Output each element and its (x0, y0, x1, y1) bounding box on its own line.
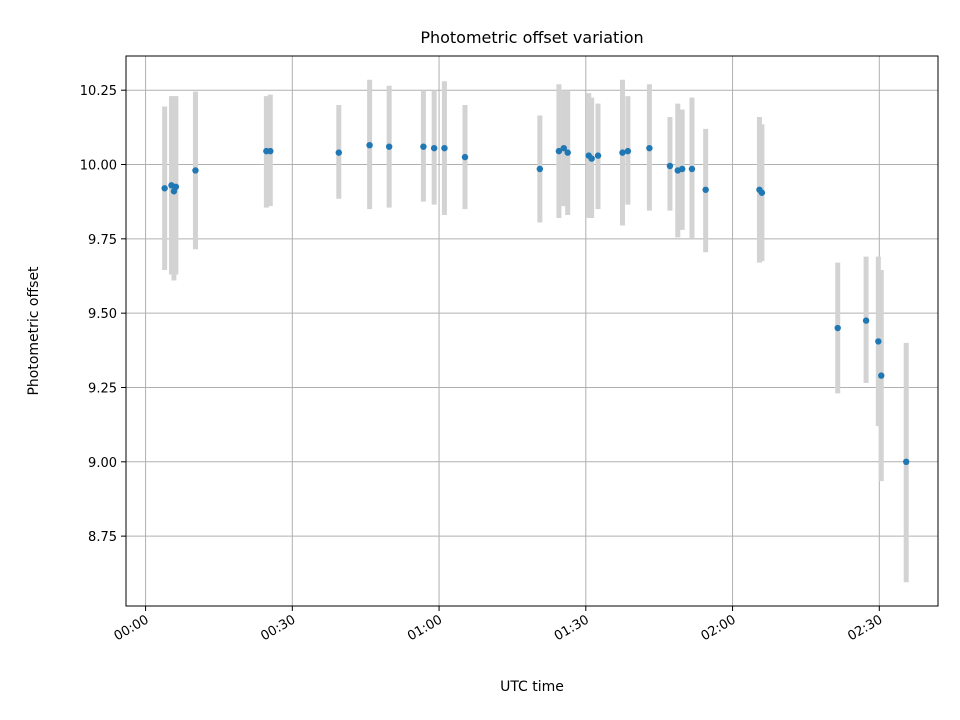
data-point (564, 149, 571, 156)
data-point (702, 186, 709, 193)
y-tick-label: 9.75 (88, 233, 117, 248)
y-tick-label: 8.75 (88, 530, 117, 545)
data-point (441, 144, 448, 152)
data-point (172, 183, 180, 191)
data-point (335, 149, 342, 156)
data-point (366, 141, 373, 149)
data-point (560, 144, 567, 152)
data-point (758, 189, 766, 196)
chart-title: Photometric offset variation (420, 28, 643, 47)
data-point (646, 144, 653, 152)
y-tick-label: 10.25 (80, 84, 117, 99)
data-point (461, 153, 469, 161)
y-tick-label: 9.00 (88, 456, 117, 471)
data-point (624, 147, 632, 155)
y-axis-ticks: 8.75 9.00 9.25 9.50 9.75 10.00 10.25 (80, 84, 126, 545)
y-tick-label: 9.25 (88, 381, 117, 396)
data-point (588, 155, 595, 162)
data-point (385, 143, 393, 150)
y-axis-label: Photometric offset (26, 266, 42, 396)
data-point (192, 167, 199, 174)
y-tick-label: 9.50 (88, 307, 117, 322)
data-point (875, 338, 882, 345)
data-points (161, 141, 910, 466)
data-point (267, 147, 274, 155)
data-point (555, 147, 563, 155)
data-point (688, 165, 696, 173)
data-point (594, 152, 602, 159)
data-point (878, 372, 885, 379)
y-tick-label: 10.00 (80, 159, 117, 174)
data-point (430, 144, 438, 152)
plot-frame (125, 55, 939, 607)
data-point (666, 162, 674, 170)
data-point (619, 149, 626, 156)
data-point (862, 317, 870, 324)
data-point (161, 185, 168, 192)
data-point (834, 324, 841, 332)
data-point (420, 143, 427, 150)
data-point (678, 165, 686, 173)
x-axis-label: UTC time (500, 679, 564, 695)
data-point (536, 165, 544, 173)
data-point (903, 458, 910, 466)
